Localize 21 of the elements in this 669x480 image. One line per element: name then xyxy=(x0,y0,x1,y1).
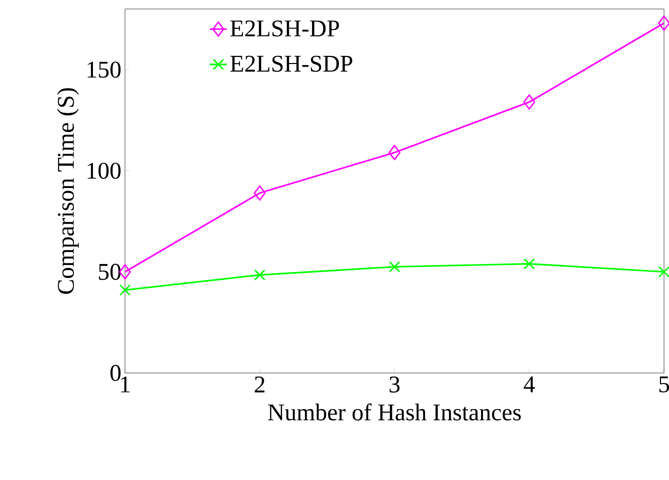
legend-label: E2LSH-SDP xyxy=(230,56,352,72)
x-tick-label: 2 xyxy=(254,376,264,392)
point xyxy=(524,258,535,270)
y-axis-title: Comparison Time (S) xyxy=(57,88,79,294)
y-tick-label: 100 xyxy=(88,162,121,179)
y-tick-label: 50 xyxy=(98,264,121,280)
legend-label: E2LSH-DP xyxy=(230,20,339,37)
y-tick-label: 150 xyxy=(88,62,121,78)
y-tick-label: 0 xyxy=(110,364,121,382)
x-tick-label: 4 xyxy=(524,376,535,392)
point xyxy=(523,94,536,110)
x-tick-label: 3 xyxy=(390,376,400,393)
point xyxy=(388,144,400,160)
x-axis-title: Number of Hash Instances xyxy=(268,403,521,420)
point xyxy=(254,185,266,201)
point xyxy=(119,284,131,296)
point xyxy=(388,261,400,272)
x-tick-label: 5 xyxy=(659,376,669,392)
point xyxy=(658,266,669,278)
x-tick-label: 1 xyxy=(121,376,130,392)
point xyxy=(254,269,266,281)
